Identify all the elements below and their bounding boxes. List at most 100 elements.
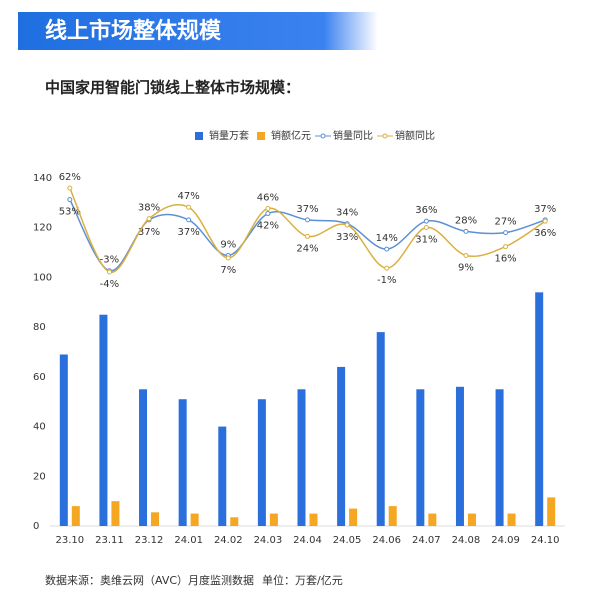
x-tick-label: 24.01 bbox=[174, 535, 203, 546]
bar bbox=[111, 501, 120, 526]
data-label: 24% bbox=[296, 243, 318, 254]
data-label: 42% bbox=[257, 221, 279, 232]
data-label: 47% bbox=[178, 191, 200, 202]
line-point bbox=[265, 205, 271, 211]
data-label: 34% bbox=[336, 208, 358, 219]
y-tick-label: 120 bbox=[33, 223, 52, 234]
bar bbox=[416, 389, 425, 526]
line-point bbox=[265, 211, 271, 217]
bar bbox=[71, 506, 80, 526]
x-tick-label: 24.04 bbox=[293, 535, 322, 546]
x-tick-label: 24.05 bbox=[333, 535, 362, 546]
line-point bbox=[146, 216, 152, 222]
subtitle: 中国家用智能门锁线上整体市场规模： bbox=[45, 79, 300, 97]
data-label: 62% bbox=[59, 172, 81, 183]
line-point bbox=[225, 255, 231, 261]
bar bbox=[376, 332, 385, 526]
legend-swatch bbox=[320, 133, 326, 139]
data-label: 37% bbox=[534, 204, 556, 215]
data-label: 31% bbox=[415, 235, 437, 246]
unit-note: 单位：万套/亿元 bbox=[262, 573, 343, 587]
data-label: 7% bbox=[220, 265, 236, 276]
line-point bbox=[384, 265, 390, 271]
data-label: 37% bbox=[178, 227, 200, 238]
legend-swatch bbox=[257, 132, 265, 140]
bar bbox=[230, 517, 239, 526]
line-point bbox=[186, 217, 192, 223]
bar bbox=[309, 513, 318, 526]
legend-label: 销额亿元 bbox=[271, 129, 311, 142]
data-label: 36% bbox=[415, 205, 437, 216]
bar bbox=[190, 513, 199, 526]
bar bbox=[151, 512, 160, 526]
data-label: 14% bbox=[376, 233, 398, 244]
data-label: -1% bbox=[377, 275, 396, 286]
data-label: 9% bbox=[220, 239, 236, 250]
bar bbox=[178, 399, 187, 526]
bar bbox=[388, 506, 397, 526]
bar bbox=[218, 426, 227, 526]
source-note: 数据来源：奥维云网（AVC）月度监测数据 bbox=[45, 573, 254, 587]
bar bbox=[59, 354, 68, 526]
data-label: 53% bbox=[59, 207, 81, 218]
line-point bbox=[463, 228, 469, 234]
bar bbox=[139, 389, 148, 526]
line-point bbox=[423, 225, 429, 231]
line-point bbox=[423, 218, 429, 224]
data-label: 37% bbox=[296, 204, 318, 215]
data-label: 27% bbox=[494, 217, 516, 228]
bar bbox=[428, 513, 437, 526]
x-tick-label: 24.06 bbox=[372, 535, 401, 546]
line-point bbox=[106, 269, 112, 275]
line-point bbox=[67, 197, 73, 203]
y-tick-label: 0 bbox=[33, 521, 39, 532]
bar bbox=[297, 389, 306, 526]
data-label: 28% bbox=[455, 215, 477, 226]
bar bbox=[535, 292, 544, 526]
bar bbox=[349, 508, 358, 526]
bar bbox=[547, 497, 556, 526]
bar bbox=[467, 513, 476, 526]
x-tick-label: 24.08 bbox=[452, 535, 481, 546]
legend-swatch bbox=[195, 132, 203, 140]
line-point bbox=[67, 185, 73, 191]
y-tick-label: 100 bbox=[33, 272, 52, 283]
data-label: 16% bbox=[494, 254, 516, 265]
y-tick-label: 140 bbox=[33, 173, 52, 184]
line-point bbox=[305, 217, 310, 223]
data-label: -4% bbox=[100, 279, 119, 290]
line-point bbox=[186, 204, 192, 210]
banner-title: 线上市场整体规模 bbox=[45, 18, 222, 44]
bar bbox=[337, 366, 346, 526]
legend-label: 销额同比 bbox=[395, 129, 435, 142]
line-point bbox=[503, 230, 509, 236]
x-tick-label: 24.02 bbox=[214, 535, 243, 546]
y-tick-label: 40 bbox=[33, 422, 46, 433]
line-point bbox=[503, 244, 509, 250]
line-point bbox=[305, 233, 310, 239]
line-point bbox=[542, 218, 548, 224]
data-label: 36% bbox=[534, 228, 556, 239]
legend-swatch bbox=[382, 133, 388, 139]
x-tick-label: 24.03 bbox=[254, 535, 283, 546]
data-label: 33% bbox=[336, 232, 358, 243]
x-tick-label: 24.09 bbox=[491, 535, 520, 546]
x-tick-label: 23.11 bbox=[95, 535, 124, 546]
y-tick-label: 80 bbox=[33, 322, 46, 333]
data-label: 37% bbox=[138, 227, 160, 238]
bar bbox=[495, 389, 504, 526]
line bbox=[69, 187, 546, 273]
x-tick-label: 24.10 bbox=[531, 535, 560, 546]
bar bbox=[99, 314, 108, 526]
banner bbox=[18, 12, 378, 50]
legend-label: 销量万套 bbox=[209, 129, 249, 142]
y-tick-label: 60 bbox=[33, 372, 46, 383]
x-tick-label: 23.10 bbox=[55, 535, 84, 546]
line-point bbox=[344, 222, 350, 228]
bar bbox=[507, 513, 516, 526]
data-label: 46% bbox=[257, 192, 279, 203]
data-label: -3% bbox=[100, 255, 119, 266]
data-label: 9% bbox=[458, 262, 474, 273]
data-label: 38% bbox=[138, 203, 160, 214]
